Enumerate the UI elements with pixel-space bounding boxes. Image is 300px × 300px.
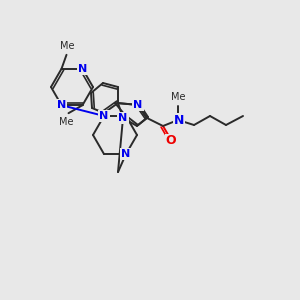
- Text: O: O: [166, 134, 176, 148]
- Text: N: N: [99, 111, 109, 121]
- Text: N: N: [78, 64, 87, 74]
- Text: N: N: [118, 113, 127, 123]
- Text: Me: Me: [171, 92, 185, 102]
- Text: Me: Me: [59, 117, 74, 127]
- Text: N: N: [122, 149, 130, 159]
- Text: N: N: [57, 100, 66, 110]
- Text: N: N: [134, 100, 142, 110]
- Text: N: N: [174, 113, 184, 127]
- Text: Me: Me: [60, 41, 75, 51]
